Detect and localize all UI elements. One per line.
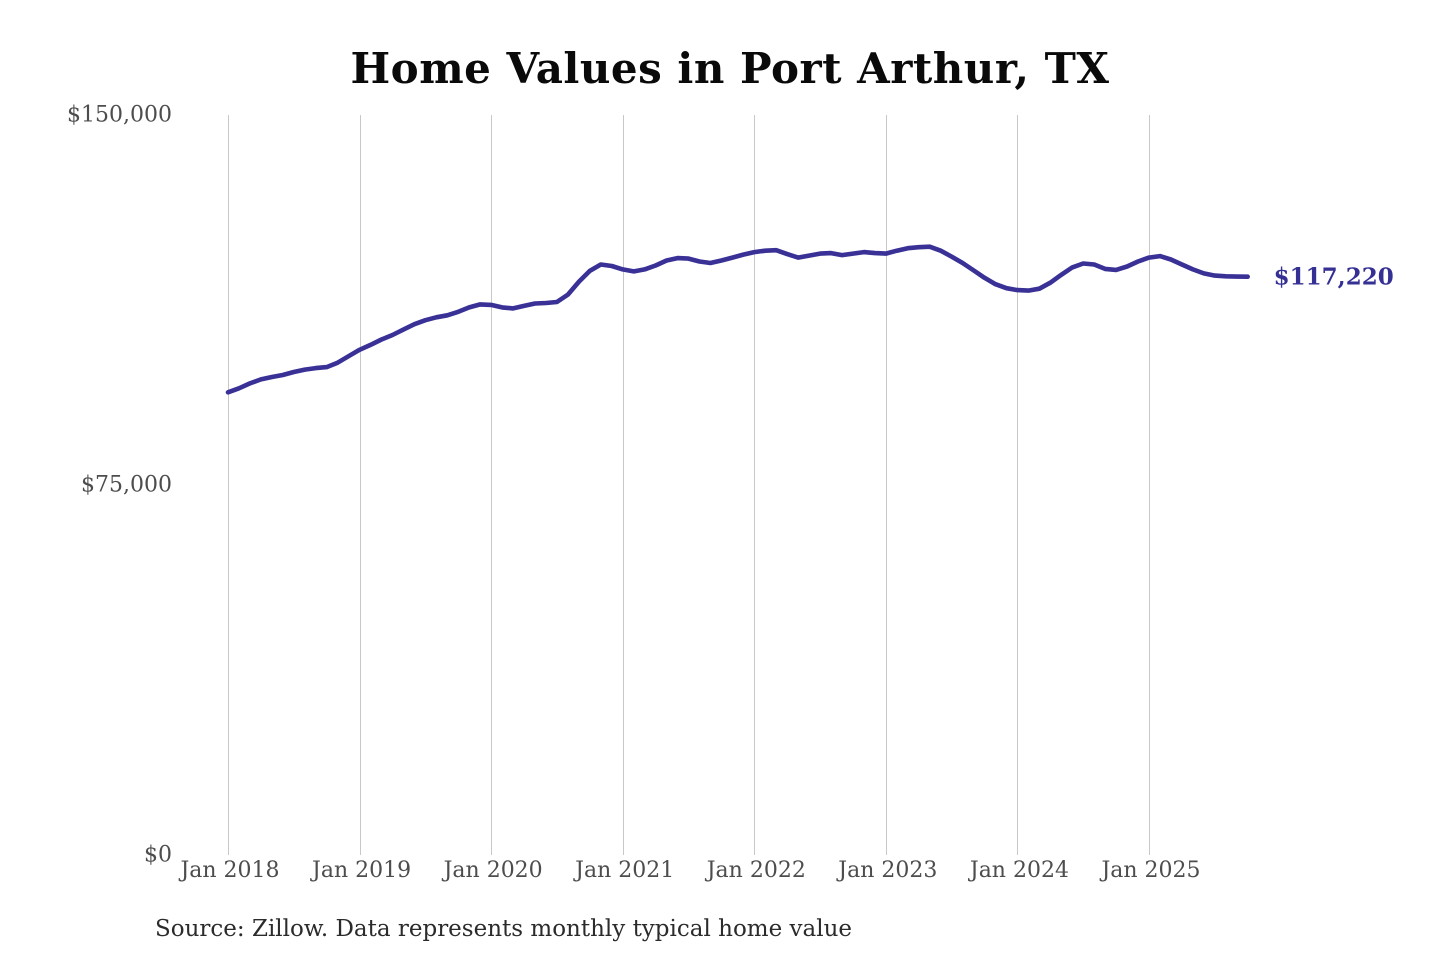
gridline-jan-2018 [228, 115, 229, 855]
x-tick-jan-2024: Jan 2024 [969, 858, 1069, 883]
chart-title: Home Values in Port Arthur, TX [350, 44, 1110, 93]
x-tick-jan-2025: Jan 2025 [1101, 858, 1201, 883]
x-tick-jan-2023: Jan 2023 [838, 858, 938, 883]
x-tick-jan-2020: Jan 2020 [443, 858, 543, 883]
x-tick-jan-2021: Jan 2021 [575, 858, 675, 883]
y-tick-0: $0 [144, 842, 172, 868]
gridline-jan-2022 [754, 115, 756, 855]
gridline-jan-2019 [359, 115, 361, 855]
gridline-jan-2024 [1017, 115, 1019, 855]
gridline-jan-2025 [1149, 115, 1150, 855]
gridline-jan-2020 [491, 115, 493, 855]
source-note: Source: Zillow. Data represents monthly … [155, 916, 853, 942]
y-tick-75000: $75,000 [81, 472, 172, 498]
x-tick-jan-2022: Jan 2022 [706, 858, 806, 883]
x-tick-jan-2018: Jan 2018 [180, 858, 280, 883]
home-value-line [225, 244, 1250, 395]
x-tick-jan-2019: Jan 2019 [312, 858, 412, 883]
gridline-jan-2021 [622, 115, 624, 855]
y-tick-150000: $150,000 [67, 102, 172, 128]
gridline-jan-2023 [885, 115, 887, 855]
latest-value-label: $117,220 [1273, 263, 1394, 291]
